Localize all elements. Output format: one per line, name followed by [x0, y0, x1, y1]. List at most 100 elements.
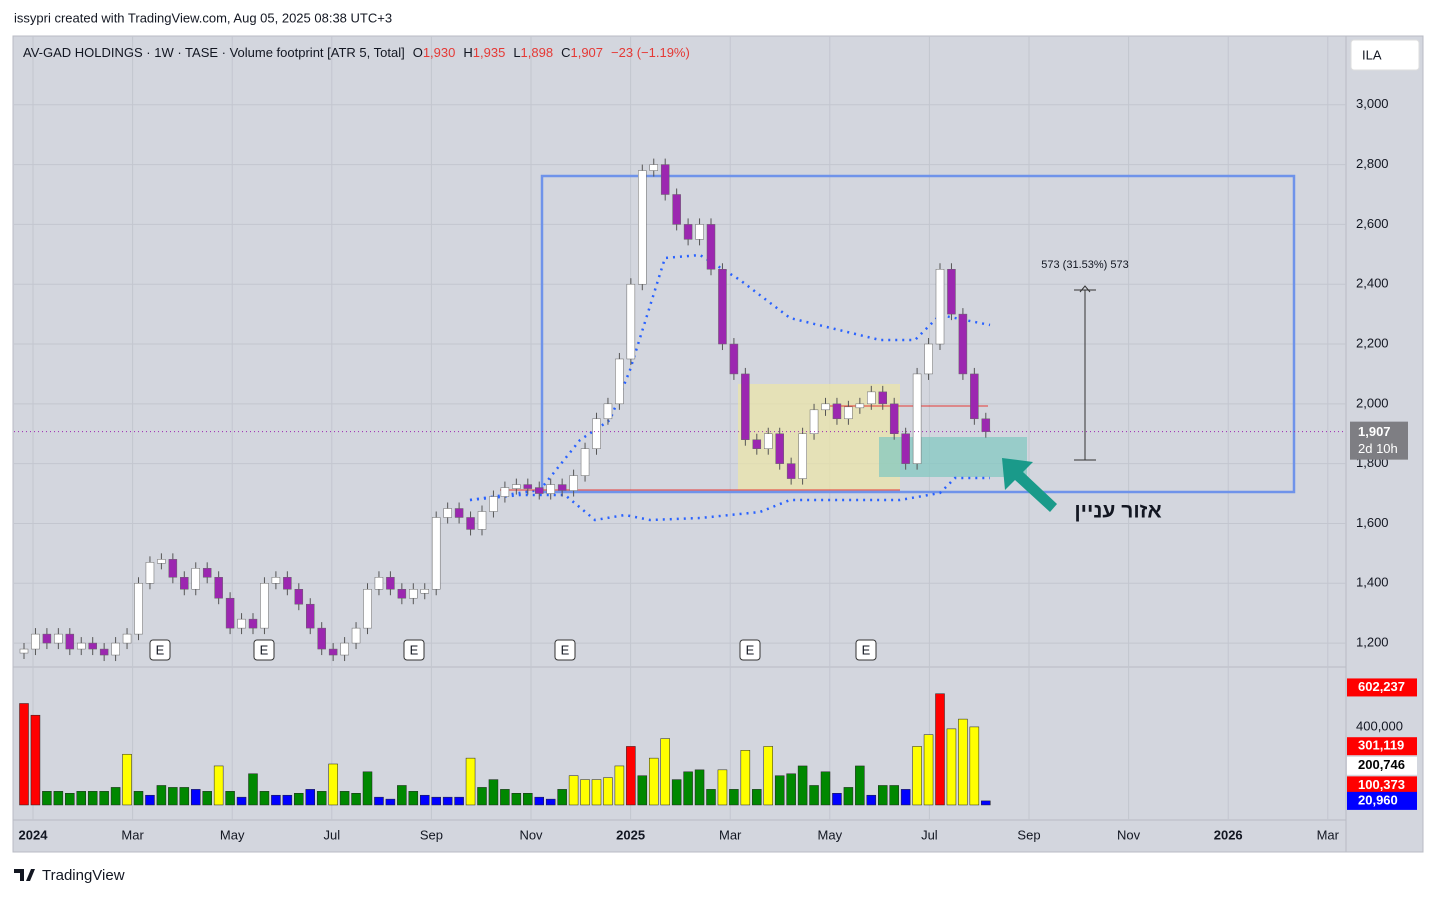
- candle: [775, 433, 784, 464]
- volume-bar: [442, 796, 453, 806]
- currency-button[interactable]: [1350, 39, 1420, 71]
- candle: [947, 269, 956, 315]
- earnings-text: E: [156, 642, 165, 657]
- change: −23 (−1.19%): [611, 45, 690, 60]
- earnings-marker: [855, 639, 877, 661]
- volume-bar: [763, 746, 773, 806]
- l: 1,898: [521, 45, 554, 60]
- volume-bar: [179, 787, 190, 806]
- candle: [374, 577, 384, 590]
- candle: [454, 508, 464, 518]
- candle: [672, 194, 681, 225]
- volume-bar: [786, 773, 796, 806]
- volume-bar: [591, 779, 602, 806]
- candle: [569, 475, 578, 491]
- volume-tick-label: 400,000: [1356, 718, 1403, 733]
- measure-arrow: [1079, 285, 1091, 293]
- earnings-marker: [554, 639, 576, 661]
- volume-bar: [855, 765, 865, 806]
- candle: [798, 433, 807, 479]
- candle: [420, 588, 429, 594]
- candle: [340, 642, 349, 656]
- volume-level-label: 602,237: [1358, 679, 1405, 694]
- volume-level-badge: [1347, 678, 1417, 697]
- x-tick-label: Mar: [1317, 827, 1340, 842]
- volume-bar: [420, 794, 430, 806]
- x-tick-label: Sep: [420, 827, 443, 842]
- volume-level-label: 200,746: [1358, 757, 1405, 772]
- volume-bar: [213, 765, 224, 806]
- candle: [283, 577, 292, 590]
- candle: [351, 627, 361, 644]
- y-tick-label: 1,400: [1356, 575, 1389, 590]
- candle: [867, 391, 876, 405]
- candle: [649, 164, 658, 171]
- h: 1,935: [473, 45, 506, 60]
- last-price-label: 1,907: [1358, 424, 1391, 439]
- earnings-text: E: [862, 642, 871, 657]
- candle: [431, 517, 441, 590]
- volume-level-label: 100,373: [1358, 777, 1405, 792]
- volume-bar: [259, 791, 270, 806]
- volume-bar: [649, 757, 659, 806]
- volume-bar: [87, 791, 98, 806]
- volume-bar: [683, 771, 693, 806]
- earnings-marker: [403, 639, 425, 661]
- volume-bar: [832, 793, 842, 806]
- candle: [729, 343, 739, 375]
- volume-bar: [110, 787, 121, 806]
- volume-bar: [889, 785, 899, 806]
- volume-bar: [202, 791, 212, 806]
- volume-bar: [717, 769, 728, 806]
- volume-bar: [76, 791, 86, 806]
- candle: [99, 648, 109, 656]
- volume-bar: [809, 785, 819, 806]
- candle: [981, 418, 991, 432]
- x-tick-label: 2025: [616, 827, 645, 842]
- volume-level-badge: [1347, 737, 1417, 756]
- candle: [397, 588, 407, 599]
- x-tick-label: Mar: [719, 827, 742, 842]
- outline-box: [540, 174, 1296, 494]
- candle: [19, 648, 29, 654]
- currency[interactable]: ILA: [1362, 47, 1382, 62]
- x-tick-label: May: [818, 827, 843, 842]
- volume-bar: [133, 791, 144, 806]
- candle: [168, 559, 178, 578]
- volume-bar: [53, 791, 64, 806]
- volume-bar: [282, 794, 293, 806]
- volume-bar: [912, 746, 922, 806]
- footer: TradingView: [42, 867, 125, 884]
- volume-bar: [706, 789, 716, 806]
- symbol: AV-GAD HOLDINGS · 1W · TASE · Volume foo…: [23, 45, 405, 60]
- volume-bar: [19, 703, 29, 806]
- band-upper: [469, 253, 991, 502]
- candle: [214, 577, 223, 599]
- candle: [77, 642, 86, 650]
- candle: [580, 448, 590, 476]
- volume-level-badge: [1347, 756, 1417, 775]
- y-tick-label: 2,600: [1356, 216, 1389, 231]
- volume-bar: [820, 771, 831, 806]
- candle: [386, 577, 395, 590]
- candle: [409, 588, 418, 599]
- measure-label: 573 (31.53%) 573: [1041, 259, 1128, 271]
- last-price-badge: [1350, 421, 1408, 460]
- volume-bar: [843, 787, 854, 806]
- candle: [248, 618, 258, 629]
- x-tick-label: Nov: [1117, 827, 1141, 842]
- volume-bar: [660, 738, 670, 806]
- candle: [603, 403, 613, 420]
- volume-bar: [694, 769, 705, 806]
- volume-bar: [339, 791, 350, 806]
- volume-bar: [236, 796, 247, 806]
- c-label: C: [561, 45, 570, 60]
- candle: [88, 642, 97, 650]
- earnings-text: E: [260, 642, 269, 657]
- candle: [523, 484, 533, 489]
- candle: [191, 568, 200, 590]
- volume-bar: [488, 779, 499, 806]
- candle: [821, 403, 830, 411]
- volume-bar: [42, 791, 52, 806]
- candle: [500, 487, 510, 497]
